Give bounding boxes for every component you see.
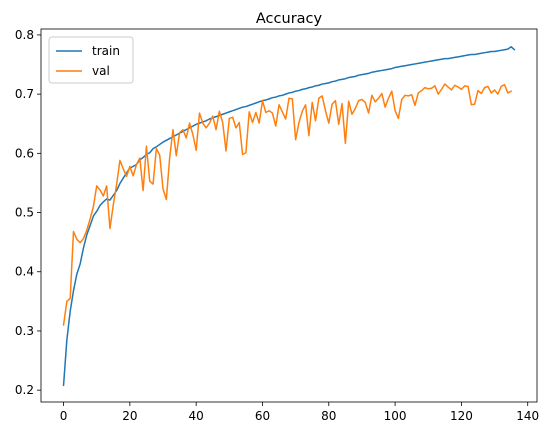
series-layer bbox=[62, 46, 516, 387]
y-tick-label: 0.2 bbox=[15, 383, 34, 397]
x-tick-label: 100 bbox=[384, 409, 407, 423]
x-tick-label: 80 bbox=[321, 409, 336, 423]
legend-label-val: val bbox=[92, 64, 110, 78]
chart-title: Accuracy bbox=[256, 11, 323, 27]
x-tick-label: 40 bbox=[189, 409, 204, 423]
x-tick-label: 140 bbox=[516, 409, 539, 423]
y-tick-label: 0.4 bbox=[15, 265, 34, 279]
series-line-val bbox=[62, 83, 512, 326]
x-tick-label: 20 bbox=[122, 409, 137, 423]
axes-layer: 0 20 40 60 80 100 120 140 0.2 0.3 0.4 0.5 0.6 0.7 0.8 bbox=[15, 28, 539, 423]
y-tick-label: 0.5 bbox=[15, 206, 34, 220]
legend-box bbox=[48, 36, 134, 84]
plot-frame bbox=[40, 28, 538, 403]
x-tick-label: 0 bbox=[60, 409, 68, 423]
y-tick-label: 0.8 bbox=[15, 28, 34, 42]
legend: train val bbox=[48, 36, 134, 84]
y-tick-label: 0.3 bbox=[15, 324, 34, 338]
y-tick-label: 0.7 bbox=[15, 87, 34, 101]
legend-label-train: train bbox=[92, 44, 120, 58]
y-tick-label: 0.6 bbox=[15, 146, 34, 160]
x-tick-label: 60 bbox=[255, 409, 270, 423]
x-tick-label: 120 bbox=[450, 409, 473, 423]
